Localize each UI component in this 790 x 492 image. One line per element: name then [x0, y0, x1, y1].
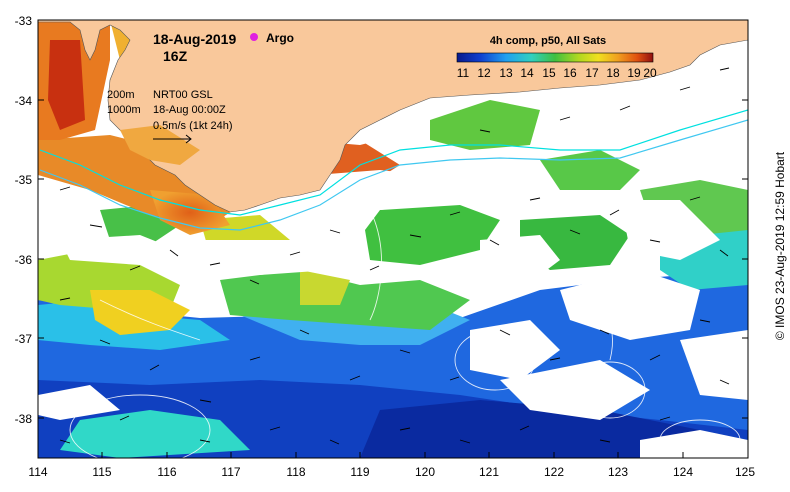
legend-nrt: NRT00 GSL	[153, 89, 213, 101]
legend-nrt-time: 18-Aug 00:00Z	[153, 104, 226, 116]
y-tick: -34	[15, 94, 33, 108]
argo-label: Argo	[266, 31, 294, 45]
colorbar-tick: 20	[643, 66, 657, 80]
x-tick: 119	[350, 465, 369, 479]
x-tick: 116	[157, 465, 176, 479]
x-tick: 121	[479, 465, 499, 479]
colorbar-tick: 17	[585, 66, 599, 80]
colorbar-tick: 19	[627, 66, 641, 80]
x-tick: 125	[735, 465, 755, 479]
x-tick: 118	[286, 465, 305, 479]
y-tick: -36	[15, 253, 33, 267]
x-tick: 124	[673, 465, 693, 479]
colorbar-tick: 15	[542, 66, 556, 80]
map-date: 18-Aug-2019	[153, 31, 236, 47]
legend-200m: 200m	[107, 89, 135, 101]
contour-1000m	[39, 119, 748, 231]
credit-container: © IMOS 23-Aug-2019 12:59 Hobart	[770, 0, 790, 492]
argo-marker-icon	[250, 33, 258, 41]
contour-200m	[39, 109, 748, 216]
colorbar-tick: 18	[606, 66, 620, 80]
credit-text: © IMOS 23-Aug-2019 12:59 Hobart	[773, 151, 787, 341]
colorbar-tick: 14	[520, 66, 534, 80]
sla-contours	[69, 209, 741, 458]
colorbar-tick: 16	[563, 66, 577, 80]
y-tick: -38	[15, 412, 33, 426]
land	[38, 20, 748, 213]
x-tick: 115	[92, 465, 111, 479]
colorbar-tick: 12	[477, 66, 491, 80]
legend-vector-scale: 0.5m/s (1kt 24h)	[153, 120, 232, 132]
y-tick: -33	[15, 14, 33, 28]
axis-ticks	[37, 19, 749, 458]
colorbar-ticks: 11 12 13 14 15 16 17 18 19 20	[457, 66, 657, 80]
x-tick: 114	[28, 465, 47, 479]
colorbar-tick: 11	[457, 66, 470, 80]
legend-1000m: 1000m	[107, 104, 141, 116]
sst-field	[38, 20, 748, 458]
x-axis: 114 115 116 117 118 119 120 121 122 123 …	[28, 465, 755, 479]
x-tick: 122	[544, 465, 564, 479]
x-tick: 117	[221, 465, 240, 479]
y-tick: -35	[15, 173, 33, 187]
current-vectors	[59, 67, 730, 445]
legend-vector-arrow-icon	[153, 134, 192, 144]
y-axis: -33 -34 -35 -36 -37 -38	[15, 14, 33, 426]
map-time: 16Z	[163, 48, 188, 64]
colorbar	[456, 52, 654, 63]
colorbar-tick: 13	[499, 66, 513, 80]
colorbar-title: 4h comp, p50, All Sats	[490, 35, 606, 47]
x-tick: 120	[415, 465, 435, 479]
plot-frame	[37, 19, 749, 459]
y-tick: -37	[15, 332, 33, 346]
x-tick: 123	[608, 465, 628, 479]
